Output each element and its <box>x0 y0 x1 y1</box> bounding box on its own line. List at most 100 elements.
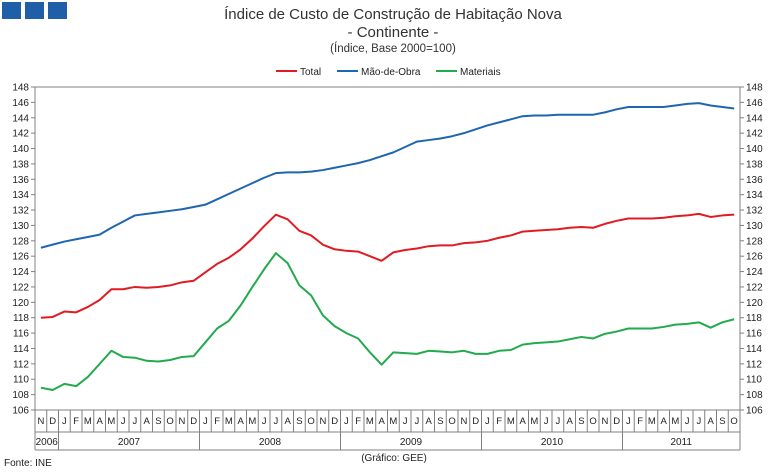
plot-area <box>34 86 741 411</box>
x-year-label: 2009 <box>400 437 423 448</box>
x-month-label: M <box>671 416 679 427</box>
x-month-label: F <box>496 416 502 427</box>
logo <box>2 2 67 19</box>
x-year-label: 2010 <box>541 437 564 448</box>
series-line-total <box>40 212 735 319</box>
x-month-label: M <box>648 416 656 427</box>
x-month-label: J <box>274 416 279 427</box>
x-month-label: J <box>626 416 631 427</box>
x-month-label: J <box>203 416 208 427</box>
y-tick-label-left: 120 <box>12 298 29 309</box>
y-tick-label-right: 114 <box>746 344 762 355</box>
x-month-label: J <box>403 416 408 427</box>
x-month-label: J <box>556 416 561 427</box>
y-tick-label-left: 140 <box>12 144 29 155</box>
legend-item-total: Total <box>276 67 321 78</box>
y-tick-label-right: 132 <box>746 206 763 217</box>
y-tick-label-right: 130 <box>746 221 763 232</box>
y-tick-label-right: 138 <box>746 159 763 170</box>
y-tick-label-right: 108 <box>746 390 763 401</box>
y-tick-label-left: 146 <box>12 98 29 109</box>
x-month-label: S <box>719 416 725 427</box>
x-month-label: N <box>460 416 467 427</box>
x-month-label: F <box>214 416 220 427</box>
x-month-label: J <box>133 416 138 427</box>
x-month-label: O <box>307 416 314 427</box>
source-note: Fonte: INE <box>4 458 52 469</box>
x-month-label: J <box>485 416 490 427</box>
x-month-label: N <box>601 416 608 427</box>
y-tick-label-right: 110 <box>746 375 762 386</box>
y-tick-label-left: 116 <box>13 329 29 340</box>
x-month-label: A <box>237 416 244 427</box>
x-month-label: J <box>344 416 349 427</box>
series-lines <box>40 102 735 391</box>
x-month-label: J <box>62 416 67 427</box>
y-tick-label-left: 132 <box>12 206 29 217</box>
chart-title: Índice de Custo de Construção de Habitaç… <box>224 6 562 23</box>
y-tick-label-right: 122 <box>746 282 763 293</box>
x-month-label: A <box>519 416 526 427</box>
x-month-label: N <box>178 416 185 427</box>
y-tick-label-left: 108 <box>12 390 29 401</box>
x-month-label: D <box>49 416 56 427</box>
y-tick-label-right: 144 <box>746 113 763 124</box>
y-tick-label-left: 138 <box>12 159 29 170</box>
y-axis-ticks: 106 106 108 108 110 110 112 112 114 114 116 116 118 1… <box>12 83 763 417</box>
y-tick-label-left: 148 <box>12 83 29 94</box>
y-tick-label-left: 124 <box>12 267 29 278</box>
legend-item-mao-de-obra: Mão-de-Obra <box>337 67 421 78</box>
y-tick-label-right: 136 <box>746 175 763 186</box>
x-month-label: M <box>225 416 233 427</box>
x-month-label: D <box>472 416 479 427</box>
y-tick-label-left: 142 <box>12 129 29 140</box>
x-month-label: J <box>262 416 267 427</box>
y-tick-label-left: 106 <box>12 406 29 417</box>
y-tick-label-right: 146 <box>746 98 763 109</box>
x-month-label: A <box>143 416 150 427</box>
x-month-label: S <box>296 416 302 427</box>
y-tick-label-right: 148 <box>746 83 763 94</box>
credit-note: (Gráfico: GEE) <box>361 453 427 464</box>
x-month-label: D <box>190 416 197 427</box>
x-month-label: M <box>530 416 538 427</box>
x-month-label: S <box>155 416 161 427</box>
y-tick-label-right: 118 <box>746 313 762 324</box>
y-tick-label-right: 124 <box>746 267 763 278</box>
x-month-label: A <box>378 416 385 427</box>
x-month-label: O <box>730 416 737 427</box>
x-month-label: A <box>707 416 714 427</box>
y-tick-label-left: 130 <box>12 221 29 232</box>
y-tick-label-right: 112 <box>746 359 762 370</box>
x-month-label: A <box>284 416 291 427</box>
chart-subtitle: - Continente - <box>348 24 439 41</box>
x-month-label: N <box>37 416 44 427</box>
x-month-label: S <box>437 416 443 427</box>
legend-label-mao-de-obra: Mão-de-Obra <box>361 67 421 78</box>
logo-square <box>2 2 21 19</box>
logo-square <box>48 2 67 19</box>
y-tick-label-left: 134 <box>12 190 29 201</box>
y-tick-label-right: 120 <box>746 298 763 309</box>
x-month-label: J <box>685 416 690 427</box>
y-tick-label-left: 110 <box>13 375 29 386</box>
x-month-label: M <box>366 416 374 427</box>
x-month-label: A <box>566 416 573 427</box>
x-month-label: D <box>613 416 620 427</box>
y-tick-label-left: 118 <box>13 313 29 324</box>
series-line-materiais <box>40 252 735 391</box>
y-tick-label-right: 142 <box>746 129 763 140</box>
x-year-label: 2011 <box>670 437 692 448</box>
x-month-label: A <box>96 416 103 427</box>
y-tick-label-right: 140 <box>746 144 763 155</box>
y-tick-label-right: 126 <box>746 252 763 263</box>
x-month-label: M <box>507 416 515 427</box>
legend-label-materiais: Materiais <box>460 67 501 78</box>
series-line-mao-de-obra <box>40 102 735 249</box>
x-month-label: D <box>331 416 338 427</box>
x-month-label: J <box>415 416 420 427</box>
x-month-label: A <box>425 416 432 427</box>
x-year-label: 2006 <box>36 437 59 448</box>
x-month-label: M <box>107 416 115 427</box>
x-month-label: O <box>448 416 455 427</box>
